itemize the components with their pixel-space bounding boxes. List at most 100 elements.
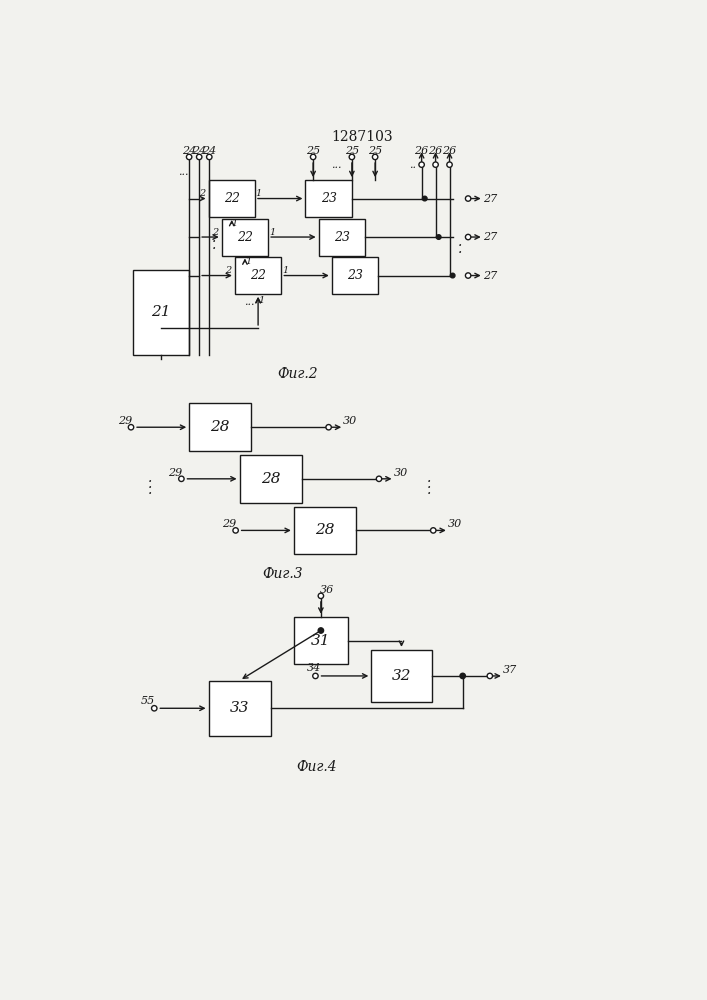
- Bar: [293, 617, 348, 664]
- Text: 21: 21: [151, 306, 171, 320]
- Text: 26: 26: [414, 146, 428, 156]
- Circle shape: [373, 154, 378, 160]
- Text: ·: ·: [148, 481, 153, 495]
- Text: 30: 30: [343, 416, 358, 426]
- Text: 23: 23: [321, 192, 337, 205]
- Text: ·: ·: [458, 239, 462, 253]
- Bar: [209, 180, 255, 217]
- Circle shape: [206, 154, 212, 160]
- Text: 36: 36: [320, 585, 334, 595]
- Text: ...: ...: [177, 167, 188, 177]
- Circle shape: [318, 628, 324, 633]
- Circle shape: [310, 154, 316, 160]
- Bar: [209, 681, 271, 736]
- Text: 31: 31: [311, 634, 331, 648]
- Text: 26: 26: [443, 146, 457, 156]
- Bar: [319, 219, 365, 256]
- Text: 55: 55: [141, 696, 155, 706]
- Text: 1: 1: [269, 228, 275, 237]
- Text: 22: 22: [237, 231, 253, 244]
- Text: 28: 28: [315, 523, 334, 537]
- Circle shape: [179, 476, 184, 482]
- Circle shape: [419, 162, 424, 167]
- Bar: [235, 257, 281, 294]
- Circle shape: [436, 235, 441, 239]
- Text: ·: ·: [211, 235, 216, 249]
- Text: ·: ·: [458, 246, 462, 260]
- Text: 23: 23: [347, 269, 363, 282]
- Text: 29: 29: [117, 416, 132, 426]
- Text: 33: 33: [230, 701, 250, 715]
- Circle shape: [318, 593, 324, 599]
- Text: 37: 37: [503, 665, 517, 675]
- Text: 29: 29: [168, 468, 182, 478]
- Circle shape: [460, 673, 465, 679]
- Text: 22: 22: [223, 192, 240, 205]
- Circle shape: [450, 273, 455, 278]
- Text: 23: 23: [334, 231, 350, 244]
- Text: 27: 27: [483, 194, 497, 204]
- Text: ...: ...: [331, 160, 341, 170]
- Text: ·: ·: [148, 487, 153, 501]
- Circle shape: [187, 154, 192, 160]
- Text: 27: 27: [483, 232, 497, 242]
- Text: 1: 1: [245, 257, 251, 266]
- Bar: [332, 257, 378, 294]
- Circle shape: [465, 196, 471, 201]
- Text: 29: 29: [222, 519, 237, 529]
- Bar: [371, 650, 432, 702]
- Text: 1: 1: [282, 266, 288, 275]
- Text: 24: 24: [182, 146, 197, 156]
- Bar: [189, 403, 251, 451]
- Text: 28: 28: [261, 472, 280, 486]
- Text: 32: 32: [392, 669, 411, 683]
- Circle shape: [465, 273, 471, 278]
- Text: 25: 25: [306, 146, 320, 156]
- Text: 30: 30: [394, 468, 408, 478]
- Text: Фиг.4: Фиг.4: [297, 760, 337, 774]
- Text: 1: 1: [258, 296, 264, 305]
- Text: ·: ·: [148, 475, 153, 489]
- Circle shape: [433, 162, 438, 167]
- Text: Фиг.2: Фиг.2: [277, 367, 318, 381]
- Text: ..: ..: [409, 160, 416, 170]
- Text: 1: 1: [232, 219, 238, 228]
- Circle shape: [151, 706, 157, 711]
- Text: 1: 1: [256, 189, 262, 198]
- Circle shape: [312, 673, 318, 679]
- Text: 34: 34: [307, 663, 321, 673]
- Text: ·: ·: [427, 475, 431, 489]
- Text: ·: ·: [427, 487, 431, 501]
- Text: 28: 28: [211, 420, 230, 434]
- Circle shape: [422, 196, 427, 201]
- Text: 2: 2: [199, 189, 206, 198]
- Bar: [222, 219, 268, 256]
- Circle shape: [197, 154, 202, 160]
- Text: 25: 25: [368, 146, 382, 156]
- Text: 2: 2: [212, 228, 218, 237]
- Text: 24: 24: [202, 146, 216, 156]
- Text: 26: 26: [428, 146, 443, 156]
- Circle shape: [447, 162, 452, 167]
- Text: 25: 25: [345, 146, 359, 156]
- Text: 2: 2: [226, 266, 232, 275]
- Text: 22: 22: [250, 269, 266, 282]
- Text: 27: 27: [483, 271, 497, 281]
- Circle shape: [487, 673, 493, 679]
- Text: 1287103: 1287103: [331, 130, 393, 144]
- Bar: [134, 270, 189, 355]
- Text: ...: ...: [245, 297, 255, 307]
- Circle shape: [326, 425, 332, 430]
- Text: 24: 24: [192, 146, 206, 156]
- Circle shape: [128, 425, 134, 430]
- Circle shape: [431, 528, 436, 533]
- Circle shape: [233, 528, 238, 533]
- Circle shape: [465, 234, 471, 240]
- Bar: [240, 455, 301, 503]
- Text: ·: ·: [427, 481, 431, 495]
- Bar: [305, 180, 352, 217]
- Text: Фиг.3: Фиг.3: [262, 567, 303, 581]
- Text: ·: ·: [211, 242, 216, 256]
- Circle shape: [376, 476, 382, 482]
- Text: 30: 30: [448, 519, 462, 529]
